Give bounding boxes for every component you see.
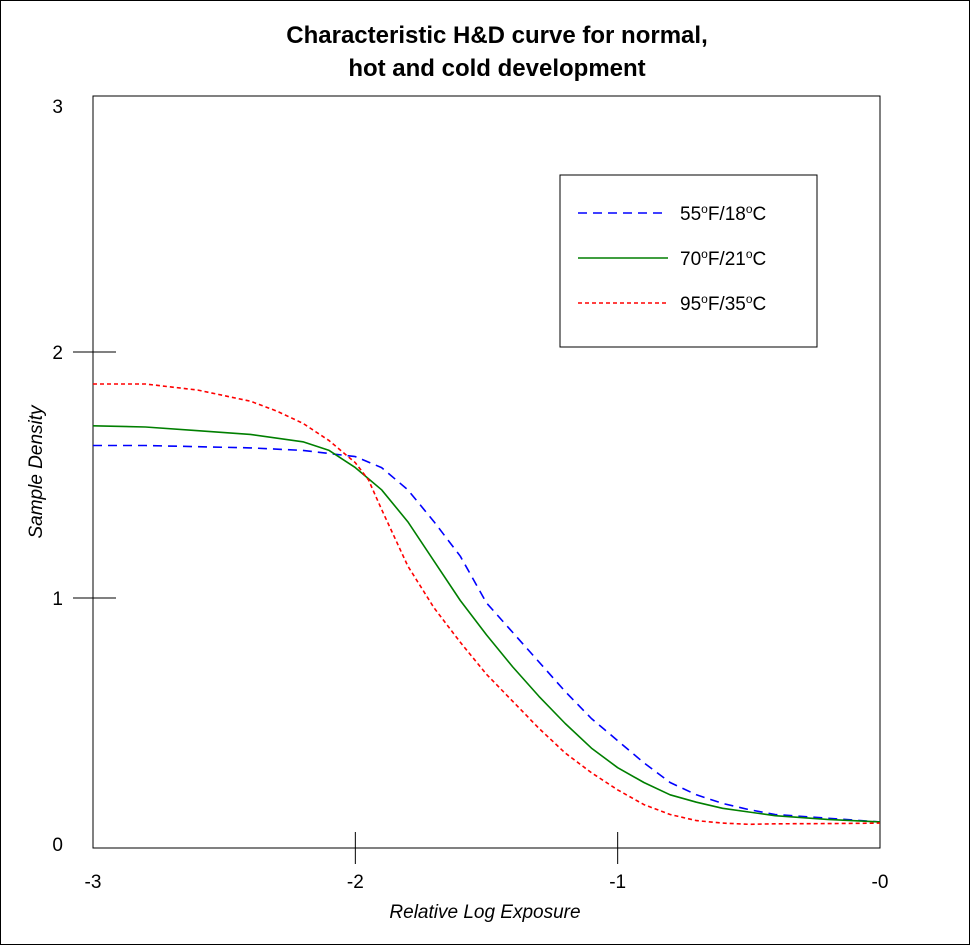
tick-labels: -3 -2 -1 -0 0 1 2 3	[52, 97, 888, 893]
legend-label-2: 70oF/21oC	[680, 247, 766, 270]
legend-label-1: 55oF/18oC	[680, 202, 766, 225]
chart-title-line-1: Characteristic H&D curve for normal,	[286, 22, 707, 49]
plot-area	[92, 95, 881, 849]
x-tick-label: -3	[85, 872, 102, 893]
series-lines	[92, 383, 881, 826]
y-tick-label: 2	[52, 343, 63, 364]
series-line-3	[93, 383, 881, 826]
y-tick-label: 1	[52, 589, 63, 610]
legend-box	[559, 174, 818, 348]
x-tick-label: -1	[609, 872, 626, 893]
x-axis-label: Relative Log Exposure	[389, 902, 580, 923]
series-line-1	[93, 444, 881, 823]
legend: 55oF/18oC 70oF/21oC 95oF/35oC	[559, 174, 818, 348]
x-tick-label: -2	[347, 872, 364, 893]
series-line-2	[92, 425, 881, 823]
y-tick-label: 0	[52, 835, 63, 856]
y-tick-label: 3	[52, 97, 63, 118]
y-axis-label: Sample Density	[26, 404, 47, 539]
x-tick-label: -0	[872, 872, 889, 893]
axis-ticks	[73, 351, 619, 864]
legend-label-3: 95oF/35oC	[680, 292, 766, 315]
chart-title-line-2: hot and cold development	[348, 55, 645, 82]
